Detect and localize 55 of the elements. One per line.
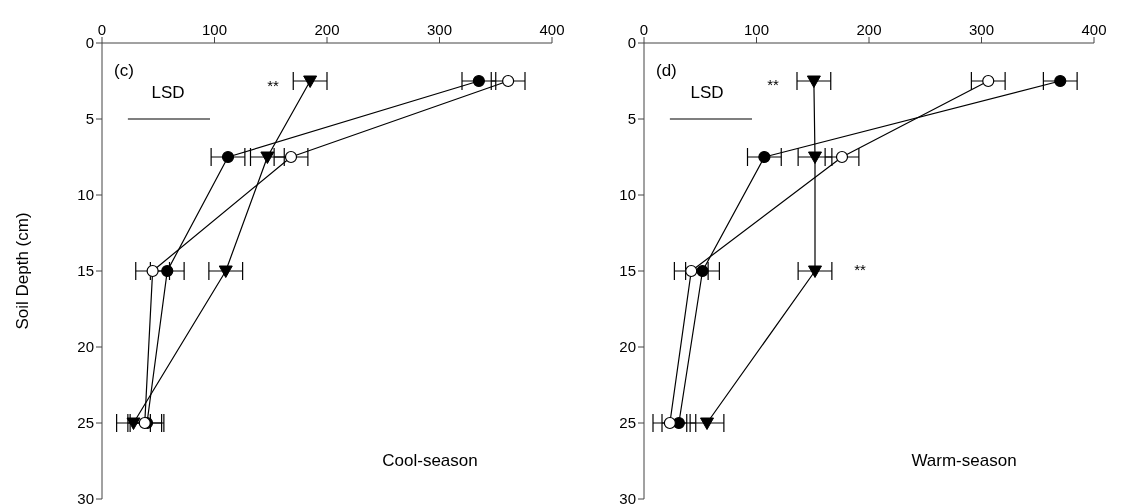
- y-tick-label: 30: [77, 490, 94, 504]
- y-tick-label: 5: [85, 110, 94, 128]
- annotation: **: [854, 260, 866, 280]
- x-tick-label: 200: [856, 21, 882, 38]
- point: [472, 74, 485, 88]
- point: [835, 150, 849, 164]
- x-tick-label: 300: [426, 21, 453, 38]
- point: [808, 265, 822, 278]
- y-tick-label: 25: [77, 414, 94, 432]
- y-tick-label: 10: [77, 186, 94, 204]
- y-tick-label: 0: [85, 34, 94, 52]
- annotation: **: [767, 75, 779, 95]
- x-tick-label: 400: [1081, 21, 1107, 38]
- y-tick-label: 5: [627, 110, 636, 128]
- point: [758, 150, 771, 164]
- annotation: **: [267, 76, 279, 96]
- x-tick-label: 200: [314, 21, 340, 38]
- point: [808, 151, 822, 164]
- point: [284, 150, 298, 164]
- text: (c): [114, 61, 134, 81]
- annotation: LSD: [690, 83, 724, 103]
- x-tick-label: 100: [201, 21, 228, 38]
- annotation: Cool-season: [382, 451, 478, 471]
- x-tick-label: 0: [639, 21, 649, 38]
- x-tick-label: 0: [97, 21, 107, 38]
- point: [502, 74, 515, 88]
- x-tick-label: 300: [968, 21, 995, 38]
- point: [260, 151, 275, 164]
- point: [161, 264, 174, 278]
- point: [982, 74, 995, 88]
- y-tick-label: 10: [619, 186, 636, 204]
- point: [806, 75, 821, 88]
- text: (d): [656, 61, 677, 81]
- y-tick-label: 25: [619, 414, 636, 432]
- point: [221, 150, 235, 164]
- point: [696, 264, 709, 278]
- y-tick-label: 20: [77, 338, 94, 356]
- point: [700, 417, 714, 430]
- y-tick-label: 0: [627, 34, 636, 52]
- annotation: Warm-season: [911, 451, 1017, 471]
- y-tick-label: 15: [619, 262, 636, 280]
- point: [303, 75, 318, 88]
- point: [685, 264, 698, 278]
- y-tick-label: 15: [77, 262, 94, 280]
- point: [218, 265, 233, 278]
- x-tick-label: 100: [743, 21, 770, 38]
- y-tick-label: 20: [619, 338, 636, 356]
- point: [1054, 74, 1067, 88]
- point: [126, 417, 141, 430]
- point: [146, 264, 159, 278]
- y-tick-label: 30: [619, 490, 636, 504]
- y-axis-title: Soil Depth (cm): [13, 212, 33, 330]
- x-tick-label: 400: [539, 21, 565, 38]
- annotation: LSD: [151, 83, 185, 103]
- point: [663, 416, 676, 430]
